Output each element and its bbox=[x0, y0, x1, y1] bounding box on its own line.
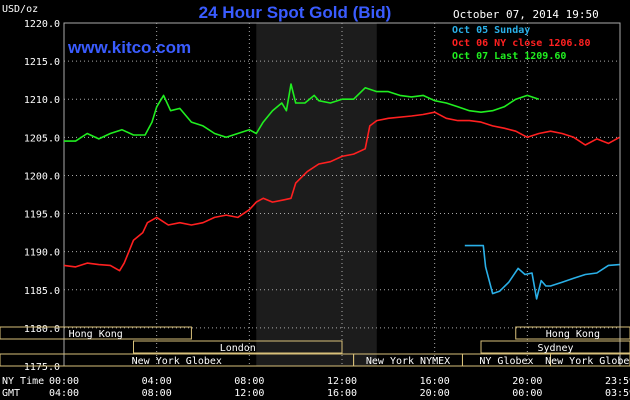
y-tick-label: 1200.0 bbox=[24, 171, 60, 182]
x-tick-label-ny: 12:00 bbox=[327, 376, 357, 387]
y-tick-label: 1215.0 bbox=[24, 57, 60, 68]
trading-sessions: Hong Kong Hong Kong London Sydney New York G… bbox=[0, 326, 630, 367]
session-bar bbox=[550, 353, 630, 367]
series-line bbox=[63, 111, 620, 272]
x-axis-ticks: 00:0004:0004:0008:0008:0012:0012:0016:00… bbox=[49, 376, 630, 399]
x-tick-label-gmt: 03:59 bbox=[605, 388, 630, 399]
y-tick-label: 1185.0 bbox=[24, 286, 60, 297]
session-bar bbox=[480, 340, 630, 354]
legend-item-oct05: Oct 05 Sunday bbox=[452, 25, 530, 36]
session-label: New York Globex bbox=[545, 356, 630, 367]
gmt-label: GMT bbox=[2, 388, 20, 399]
y-tick-label: 1205.0 bbox=[24, 133, 60, 144]
x-tick-label-gmt: 08:00 bbox=[142, 388, 172, 399]
timestamp: October 07, 2014 19:50 bbox=[453, 8, 599, 21]
legend-item-oct06: Oct 06 NY close 1206.80 bbox=[452, 38, 590, 49]
y-tick-label: 1210.0 bbox=[24, 95, 60, 106]
ny-time-label: NY Time bbox=[2, 376, 44, 387]
session-label: New York Globex bbox=[132, 356, 222, 367]
series-lines bbox=[63, 83, 620, 300]
y-tick-label: 1195.0 bbox=[24, 210, 60, 221]
x-tick-label-ny: 00:00 bbox=[49, 376, 79, 387]
session-label: NY Globex bbox=[479, 356, 533, 367]
x-tick-label-ny: 23:59 bbox=[605, 376, 630, 387]
session-bar bbox=[515, 326, 630, 340]
x-tick-label-gmt: 12:00 bbox=[234, 388, 264, 399]
y-tick-label: 1190.0 bbox=[24, 248, 60, 259]
session-bar bbox=[133, 340, 343, 354]
x-tick-label-gmt: 00:00 bbox=[512, 388, 542, 399]
series-line bbox=[464, 244, 620, 300]
y-axis-ticks: 1175.0 1180.0 1185.0 1190.0 1195.0 1200.0 1205… bbox=[24, 19, 60, 373]
session-label: Sydney bbox=[537, 343, 573, 354]
x-tick-label-ny: 04:00 bbox=[142, 376, 172, 387]
session-label: New York NYMEX bbox=[366, 356, 450, 367]
x-tick-label-gmt: 16:00 bbox=[327, 388, 357, 399]
y-axis-unit-label: USD/oz bbox=[2, 4, 38, 15]
nymex-highlight-band bbox=[256, 23, 377, 366]
legend: Oct 05 Sunday Oct 06 NY close 1206.80 Oc… bbox=[452, 25, 590, 62]
legend-item-oct07: Oct 07 Last 1209.60 bbox=[452, 51, 566, 62]
series-line bbox=[64, 83, 540, 142]
x-tick-label-ny: 20:00 bbox=[512, 376, 542, 387]
x-tick-label-ny: 08:00 bbox=[234, 376, 264, 387]
chart-title: 24 Hour Spot Gold (Bid) bbox=[199, 3, 392, 22]
session-label: Hong Kong bbox=[69, 329, 123, 340]
x-tick-label-gmt: 04:00 bbox=[49, 388, 79, 399]
session-bar bbox=[0, 326, 192, 340]
website-label: www.kitco.com bbox=[67, 38, 191, 57]
x-tick-label-ny: 16:00 bbox=[420, 376, 450, 387]
y-tick-label: 1180.0 bbox=[24, 324, 60, 335]
session-label: Hong Kong bbox=[546, 329, 600, 340]
x-tick-label-gmt: 20:00 bbox=[420, 388, 450, 399]
session-label: London bbox=[220, 343, 256, 354]
y-tick-label: 1175.0 bbox=[24, 362, 60, 373]
y-tick-label: 1220.0 bbox=[24, 19, 60, 30]
